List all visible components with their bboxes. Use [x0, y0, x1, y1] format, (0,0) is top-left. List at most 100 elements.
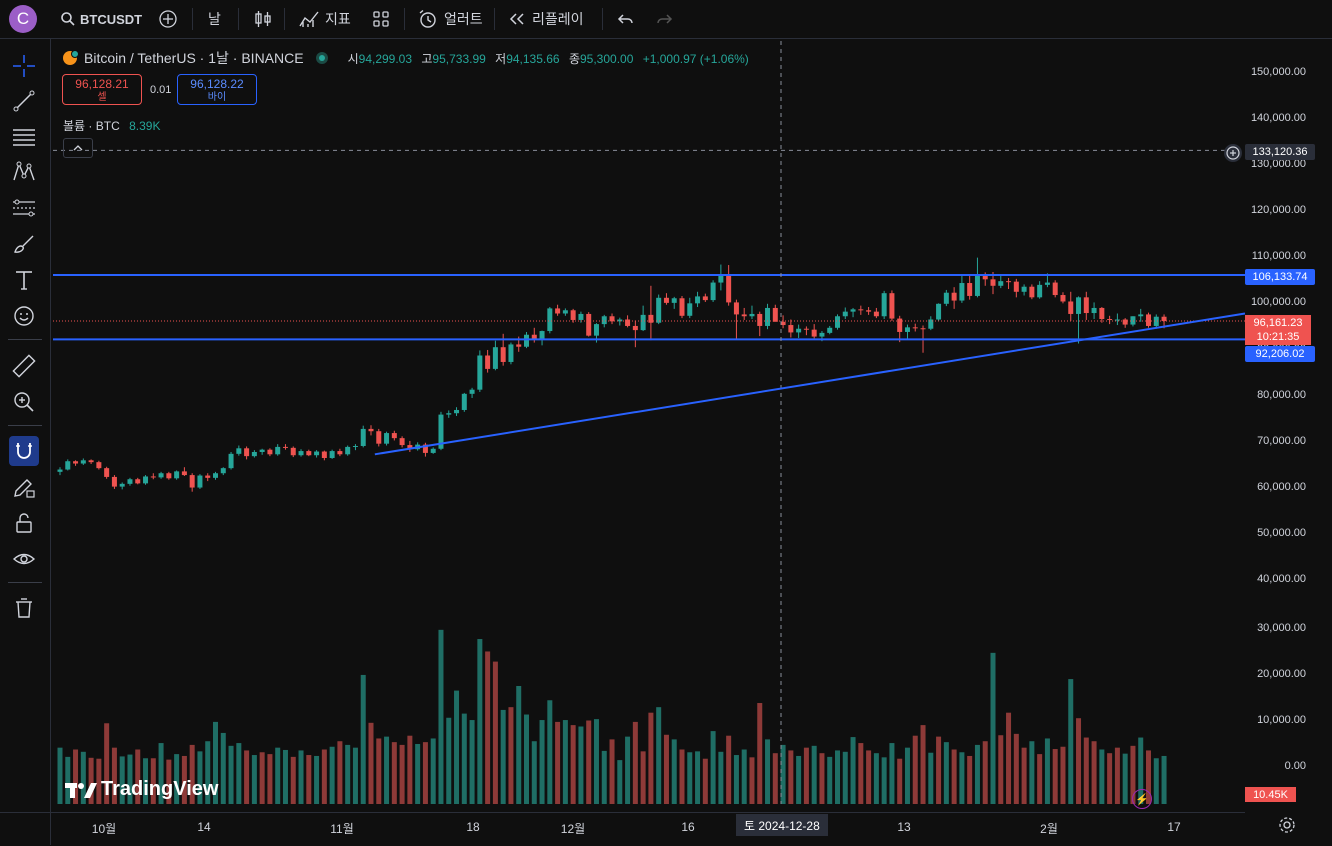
zoom-tool[interactable]	[9, 387, 39, 417]
measure-tool[interactable]	[9, 351, 39, 381]
symbol-search[interactable]: BTCUSDT	[60, 0, 142, 38]
emoji-tool[interactable]	[9, 301, 39, 331]
candle-body	[197, 475, 203, 488]
candle-body	[586, 313, 592, 336]
volume-bar	[477, 639, 483, 804]
candle-body	[329, 451, 335, 458]
candle-body	[251, 451, 257, 457]
plus-circle-icon	[159, 10, 177, 28]
buy-button[interactable]: 96,128.22 바이	[177, 74, 257, 105]
delete-tool[interactable]	[9, 593, 39, 623]
indicators-button[interactable]: 지표	[299, 0, 351, 38]
sell-label: 셀	[97, 92, 107, 103]
user-avatar[interactable]: C	[9, 5, 37, 33]
close-label: 종	[568, 51, 580, 66]
candle-body	[96, 462, 102, 469]
candle-body	[1006, 281, 1012, 283]
magnet-tool[interactable]	[9, 436, 39, 466]
candle-body	[710, 282, 716, 301]
volume-bar	[601, 750, 607, 804]
candle-body	[835, 316, 840, 328]
time-tick: 10월	[91, 822, 117, 836]
candle-body	[150, 476, 156, 478]
collapse-legend-button[interactable]	[63, 138, 93, 158]
volume-bar	[749, 757, 755, 804]
price-tick: 150,000.00	[1250, 65, 1306, 78]
undo-button[interactable]	[617, 0, 635, 38]
market-status-icon[interactable]	[315, 52, 328, 64]
candle-body	[213, 473, 218, 478]
volume-bar	[469, 720, 475, 804]
chart-settings-button[interactable]	[1278, 816, 1296, 839]
volume-bar	[562, 720, 568, 804]
trendline-tool[interactable]	[9, 86, 39, 116]
top-toolbar: C BTCUSDT 날 지표 얼러트 리플레이	[0, 0, 1332, 39]
sell-button[interactable]: 96,128.21 셀	[62, 74, 142, 105]
crosshair-icon	[13, 55, 35, 77]
alert-button[interactable]: 얼러트	[418, 0, 483, 38]
volume-bar	[1052, 749, 1058, 804]
candle-body	[648, 314, 654, 323]
ruler-icon	[12, 354, 36, 378]
add-alert-button[interactable]	[1224, 144, 1242, 162]
volume-bar	[422, 742, 428, 804]
volume-bar	[671, 739, 677, 804]
volume-bar	[174, 754, 180, 804]
symbol-title[interactable]: Bitcoin / TetherUS · 1날 · BINANCE	[84, 50, 304, 66]
separator	[238, 8, 239, 30]
lock-drawing-tool[interactable]	[9, 472, 39, 502]
price-tick: 20,000.00	[1257, 668, 1306, 680]
templates-button[interactable]	[372, 0, 390, 38]
chart-pane[interactable]	[53, 41, 1246, 812]
lock-all-tool[interactable]	[9, 508, 39, 538]
candle-body	[842, 311, 848, 317]
volume-bar	[842, 751, 848, 804]
volume-bar	[275, 747, 281, 804]
tradingview-watermark[interactable]: TradingView	[65, 778, 218, 801]
replay-button[interactable]: 리플레이	[508, 0, 584, 38]
hide-tool[interactable]	[9, 544, 39, 574]
candle-body	[904, 327, 910, 332]
chart-type-button[interactable]	[254, 0, 272, 38]
volume-bar	[951, 749, 957, 804]
crosshair-tool[interactable]	[9, 51, 39, 81]
volume-bar	[376, 738, 382, 804]
volume-bar	[135, 749, 141, 804]
volume-bar	[609, 739, 615, 804]
candle-body	[679, 298, 685, 316]
price-chart[interactable]	[0, 0, 1279, 804]
compare-button[interactable]	[158, 0, 178, 38]
watermark-text: TradingView	[101, 778, 219, 800]
separator	[8, 425, 42, 426]
candle-body	[982, 274, 988, 280]
redo-button[interactable]	[655, 0, 673, 38]
lower-line-price-label: 92,206.02	[1245, 346, 1315, 362]
forecast-tool[interactable]	[9, 193, 39, 223]
volume-bar	[1122, 753, 1128, 804]
fib-tool[interactable]	[9, 122, 39, 152]
volume-bar	[897, 758, 903, 804]
candle-body	[772, 307, 778, 322]
candle-body	[337, 451, 343, 455]
alert-label: 얼러트	[444, 11, 483, 27]
volume-bar	[1006, 712, 1012, 804]
volume-bar	[982, 741, 988, 804]
price-tick: 70,000.00	[1257, 434, 1306, 447]
brush-tool[interactable]	[9, 229, 39, 259]
volume-bar	[119, 756, 125, 804]
volume-bar	[959, 752, 965, 804]
high-label: 고	[421, 51, 433, 66]
candle-body	[765, 307, 771, 326]
volume-bar	[384, 736, 390, 804]
price-axis[interactable]: 150,000.00 140,000.00 130,000.00 120,000.00…	[1245, 41, 1332, 812]
candle-body	[399, 438, 405, 446]
pattern-tool[interactable]	[9, 157, 39, 187]
candle-body	[321, 451, 327, 458]
candle-body	[205, 475, 211, 478]
time-axis[interactable]: 10월 14 11월 18 12월 16 13 2월 17	[0, 812, 1245, 846]
volume-bar	[1037, 754, 1043, 804]
volume-bar	[1153, 758, 1159, 804]
interval-button[interactable]: 날	[208, 11, 221, 27]
lightning-icon[interactable]: ⚡	[1132, 789, 1152, 809]
text-tool[interactable]	[9, 265, 39, 295]
